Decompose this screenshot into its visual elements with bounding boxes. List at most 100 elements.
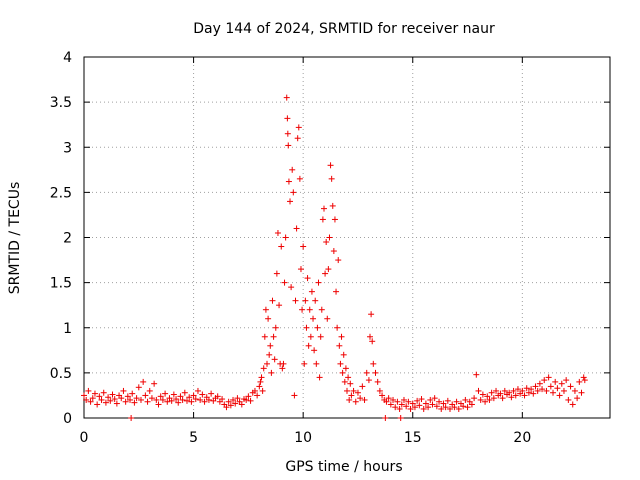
data-point (297, 266, 304, 273)
x-tick-label: 10 (294, 430, 312, 446)
data-point (523, 385, 530, 392)
y-tick-label: 0.5 (50, 366, 72, 382)
data-point (303, 324, 310, 331)
data-point (118, 395, 125, 402)
x-axis-label: GPS time / hours (285, 459, 402, 475)
data-point (296, 175, 303, 182)
data-point (278, 243, 285, 250)
data-point (144, 398, 151, 405)
data-point (261, 333, 268, 340)
data-point (376, 387, 383, 394)
y-tick-label: 1 (63, 321, 72, 337)
data-point (420, 405, 427, 412)
data-point (291, 392, 298, 399)
data-point (361, 396, 368, 403)
data-point (168, 397, 175, 404)
data-point (330, 248, 337, 255)
y-tick-label: 3 (63, 140, 72, 156)
data-point (468, 401, 475, 408)
data-point (292, 297, 299, 304)
data-point (493, 387, 500, 394)
data-point (442, 404, 449, 411)
data-point (490, 395, 497, 402)
grid-lines (84, 57, 610, 418)
data-point (105, 394, 112, 401)
data-point (227, 402, 234, 409)
data-point (122, 398, 129, 405)
data-point (285, 142, 292, 149)
data-point (205, 396, 212, 403)
data-point (429, 401, 436, 408)
y-tick-label: 1.5 (50, 276, 72, 292)
data-point (369, 338, 376, 345)
data-point (295, 124, 302, 131)
data-point (398, 401, 405, 408)
data-point (153, 396, 160, 403)
data-point (299, 306, 306, 313)
data-point (148, 395, 155, 402)
data-point (471, 395, 478, 402)
data-point (372, 369, 379, 376)
data-point (107, 397, 114, 404)
x-tick-label: 5 (189, 430, 198, 446)
data-point (128, 415, 135, 421)
data-point (486, 396, 493, 403)
data-point (137, 396, 144, 403)
data-point (260, 365, 267, 372)
data-point (574, 395, 581, 402)
data-point (306, 306, 313, 313)
data-point (304, 275, 311, 282)
data-point (102, 399, 109, 406)
data-point (451, 404, 458, 411)
data-point (267, 342, 274, 349)
data-point (484, 393, 491, 400)
data-point (219, 396, 226, 403)
data-point (392, 404, 399, 411)
data-point (179, 396, 186, 403)
data-point (238, 401, 245, 408)
data-point (162, 390, 169, 397)
data-point (284, 115, 291, 122)
data-point (383, 398, 390, 405)
y-tick-label: 2 (63, 231, 72, 247)
data-point (346, 396, 353, 403)
data-point (294, 135, 301, 142)
data-point (440, 400, 447, 407)
data-point (545, 374, 552, 381)
data-point (390, 396, 397, 403)
data-point (367, 333, 374, 340)
plot-frame (83, 56, 611, 419)
data-point (338, 333, 345, 340)
data-point (247, 397, 254, 404)
data-point (81, 392, 87, 399)
data-point (274, 229, 281, 236)
data-point (317, 333, 324, 340)
data-point (326, 234, 333, 241)
data-point (475, 387, 482, 394)
data-point (287, 198, 294, 205)
data-point (251, 387, 258, 394)
data-point (281, 279, 288, 286)
data-point (142, 392, 149, 399)
data-point (581, 377, 588, 384)
data-point (331, 216, 338, 223)
data-point (87, 398, 94, 405)
data-point (436, 398, 443, 405)
x-tick-label: 0 (80, 430, 89, 446)
data-point (184, 397, 191, 404)
data-point (477, 396, 484, 403)
data-point (411, 404, 418, 411)
data-point (135, 384, 142, 391)
data-point (279, 365, 286, 372)
data-point (510, 387, 517, 394)
data-point (444, 397, 451, 404)
data-point (541, 377, 548, 384)
data-point (512, 392, 519, 399)
data-point (397, 415, 404, 421)
data-point (335, 257, 342, 264)
data-point (305, 342, 312, 349)
data-point (234, 395, 241, 402)
data-point (556, 392, 563, 399)
data-point (543, 387, 550, 394)
data-point (129, 390, 136, 397)
